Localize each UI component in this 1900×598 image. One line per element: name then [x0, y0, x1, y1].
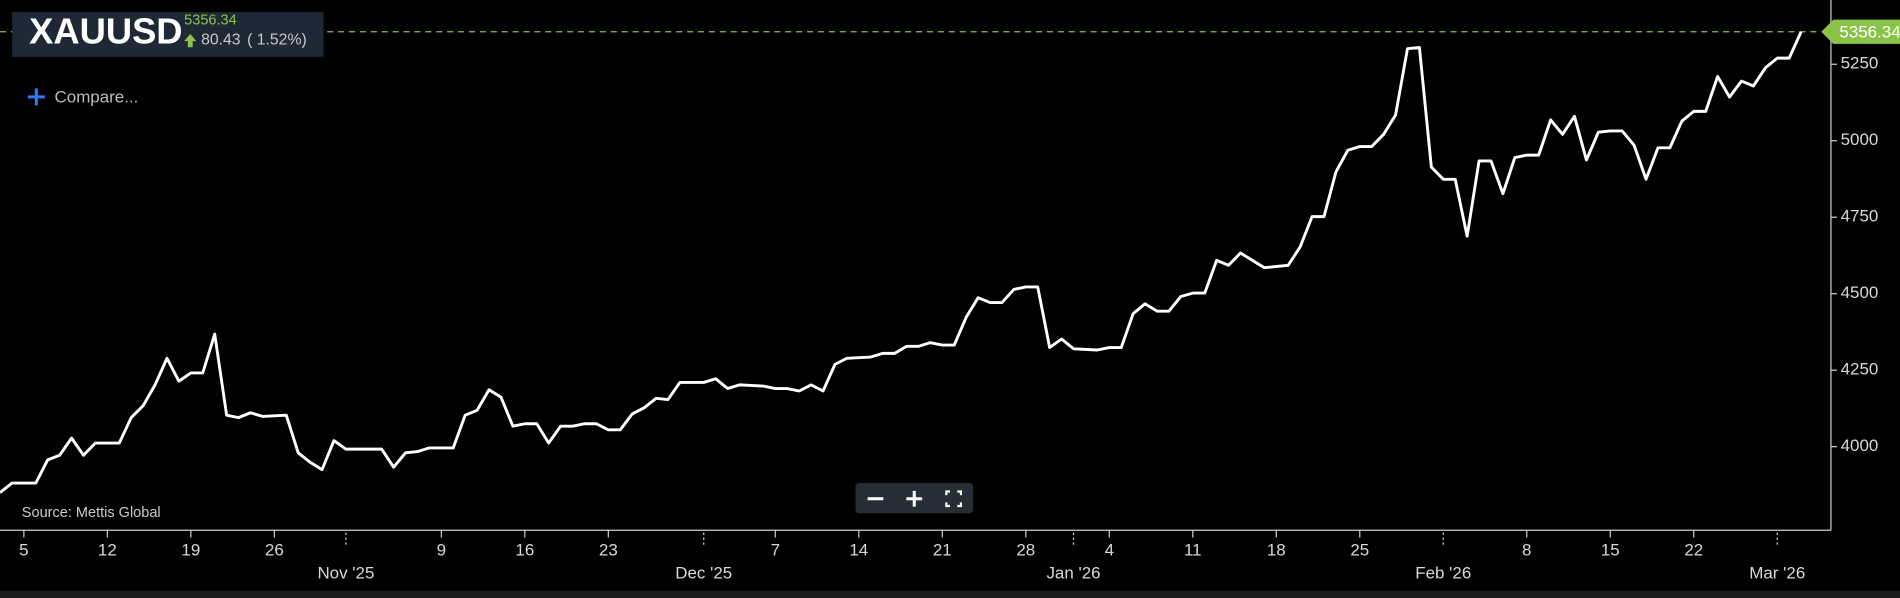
fullscreen-icon — [945, 490, 962, 508]
x-tick-label: 28 — [1016, 540, 1035, 559]
x-tick-label: 11 — [1184, 540, 1202, 559]
x-tick-label: 15 — [1601, 540, 1620, 559]
last-price-tag — [1821, 19, 1900, 44]
bottom-bar — [0, 590, 1900, 598]
last-price: 5356.34 — [184, 12, 237, 28]
compare-label: Compare... — [55, 88, 139, 107]
x-tick-label: 25 — [1350, 540, 1369, 559]
month-label: Dec '25 — [675, 563, 732, 582]
x-tick-label: 4 — [1105, 540, 1114, 559]
x-tick-label: 16 — [515, 540, 534, 559]
price-change-pct: ( 1.52%) — [247, 32, 306, 49]
plot-area: 4000 4250 4500 4750 5000 5250 5 12 19 26 9 16 23 7 14 2… — [0, 0, 1900, 582]
symbol-box — [12, 12, 324, 57]
symbol: XAUUSD — [29, 11, 182, 52]
zoom-in-button[interactable] — [906, 490, 923, 507]
x-tick-label: 12 — [98, 540, 117, 559]
month-label: Mar '26 — [1749, 563, 1805, 582]
plus-icon — [906, 490, 923, 507]
x-tick-label: 9 — [437, 540, 446, 559]
x-tick-label: 26 — [265, 540, 284, 559]
compare-button[interactable]: Compare... — [27, 88, 139, 107]
last-price-tag-label: 5356.34 — [1839, 22, 1900, 41]
x-tick-label: 19 — [181, 540, 200, 559]
x-tick-label: 21 — [933, 540, 952, 559]
x-tick-label: 5 — [19, 540, 28, 559]
price-line — [0, 31, 1803, 494]
x-tick-label: 14 — [849, 540, 868, 559]
y-tick-label: 5000 — [1841, 130, 1879, 149]
source: Source: Mettis Global — [22, 505, 161, 521]
x-tick-label: 22 — [1684, 540, 1703, 559]
up-arrow — [184, 33, 197, 48]
month-label: Nov '25 — [317, 563, 374, 582]
month-label: Jan '26 — [1046, 563, 1100, 582]
x-tick-label: 8 — [1522, 540, 1531, 559]
y-tick-label: 4250 — [1841, 360, 1879, 379]
x-tick-label: 23 — [599, 540, 618, 559]
x-tick-label: 18 — [1267, 540, 1286, 559]
compare-plus — [27, 88, 45, 106]
y-tick-label: 4750 — [1841, 207, 1879, 226]
price-change: 80.43 — [201, 32, 241, 49]
x-tick-label: 7 — [771, 540, 780, 559]
y-tick-label: 5250 — [1841, 54, 1879, 73]
fullscreen-button[interactable] — [945, 490, 962, 508]
month-label: Feb '26 — [1415, 563, 1471, 582]
y-tick-label: 4500 — [1841, 283, 1879, 302]
y-tick-label: 4000 — [1841, 436, 1879, 455]
